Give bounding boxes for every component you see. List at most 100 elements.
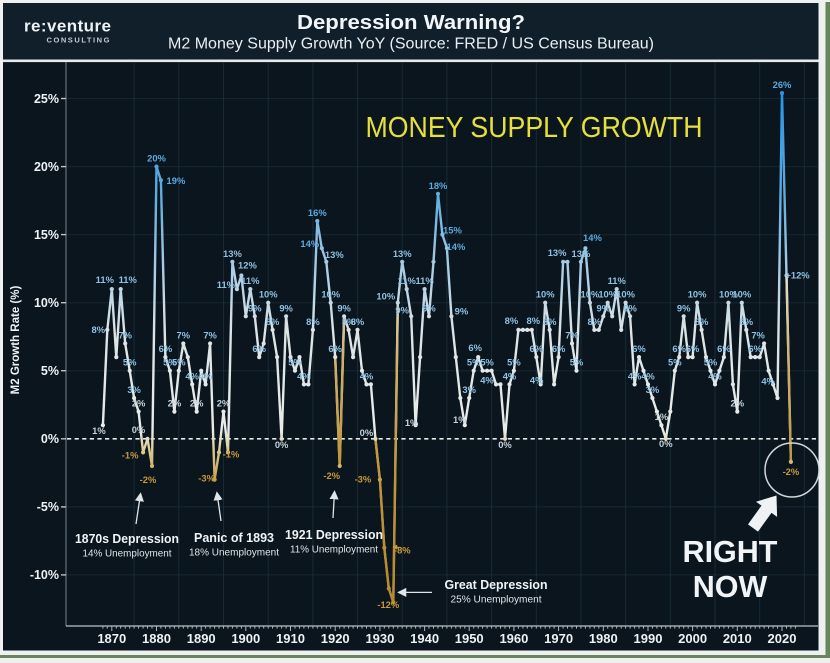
svg-text:11%: 11% xyxy=(96,274,115,285)
svg-text:4%: 4% xyxy=(360,370,374,381)
svg-text:2%: 2% xyxy=(190,398,204,409)
svg-text:9%: 9% xyxy=(455,305,469,316)
svg-text:6%: 6% xyxy=(468,342,482,353)
svg-text:11%: 11% xyxy=(241,275,260,286)
svg-text:1921 Depression: 1921 Depression xyxy=(285,528,383,542)
svg-text:8%: 8% xyxy=(695,316,709,327)
svg-text:5%: 5% xyxy=(467,357,481,368)
svg-text:13%: 13% xyxy=(393,248,412,259)
svg-text:6%: 6% xyxy=(159,343,173,354)
svg-text:5%: 5% xyxy=(668,357,682,368)
svg-text:4%: 4% xyxy=(503,370,517,381)
svg-text:2%: 2% xyxy=(132,398,146,409)
svg-text:10%: 10% xyxy=(616,289,635,300)
svg-text:7%: 7% xyxy=(751,330,765,341)
svg-text:9%: 9% xyxy=(597,302,611,313)
svg-text:9%: 9% xyxy=(422,302,436,313)
svg-text:-2%: -2% xyxy=(140,474,157,485)
svg-text:1870: 1870 xyxy=(97,631,126,646)
svg-text:10%: 10% xyxy=(321,289,340,300)
svg-text:20%: 20% xyxy=(34,160,59,174)
svg-text:9%: 9% xyxy=(337,302,351,313)
svg-text:1950: 1950 xyxy=(455,631,484,646)
svg-text:5%: 5% xyxy=(570,357,584,368)
svg-text:Panic of 1893: Panic of 1893 xyxy=(194,531,274,545)
svg-text:12%: 12% xyxy=(238,260,257,271)
svg-text:1900: 1900 xyxy=(231,631,260,646)
svg-text:0%: 0% xyxy=(275,439,289,450)
svg-text:1980: 1980 xyxy=(589,631,618,646)
svg-text:CONSULTING: CONSULTING xyxy=(47,36,111,45)
svg-text:1960: 1960 xyxy=(499,631,528,646)
svg-text:3%: 3% xyxy=(646,384,660,395)
svg-text:5%: 5% xyxy=(480,357,494,368)
svg-text:19%: 19% xyxy=(167,175,186,186)
svg-text:11%: 11% xyxy=(119,274,138,285)
svg-text:10%: 10% xyxy=(34,296,59,310)
svg-text:14%: 14% xyxy=(583,232,602,243)
svg-text:1%: 1% xyxy=(655,411,669,422)
svg-text:1880: 1880 xyxy=(142,631,171,646)
svg-text:11%: 11% xyxy=(608,275,627,286)
svg-text:4%: 4% xyxy=(297,370,311,381)
svg-text:7%: 7% xyxy=(177,330,191,341)
svg-text:7%: 7% xyxy=(118,330,132,341)
svg-text:M2 Growth Rate (%): M2 Growth Rate (%) xyxy=(10,286,22,395)
svg-text:18% Unemployment: 18% Unemployment xyxy=(189,547,279,559)
svg-text:-3%: -3% xyxy=(355,474,372,485)
svg-text:4%: 4% xyxy=(628,370,642,381)
svg-text:1920: 1920 xyxy=(321,631,350,646)
svg-text:1870s Depression: 1870s Depression xyxy=(75,532,179,546)
svg-text:9%: 9% xyxy=(279,302,293,313)
svg-text:8%: 8% xyxy=(351,316,365,327)
svg-text:5%: 5% xyxy=(41,364,59,378)
svg-text:13%: 13% xyxy=(223,248,242,259)
svg-text:2%: 2% xyxy=(217,398,231,409)
svg-text:26%: 26% xyxy=(773,79,792,90)
svg-text:8%: 8% xyxy=(527,315,541,326)
svg-text:10%: 10% xyxy=(581,289,600,300)
svg-text:-1%: -1% xyxy=(122,449,139,460)
svg-text:14% Unemployment: 14% Unemployment xyxy=(83,548,172,560)
svg-text:1990: 1990 xyxy=(634,631,663,646)
svg-text:2%: 2% xyxy=(168,398,182,409)
svg-text:25% Unemployment: 25% Unemployment xyxy=(451,594,542,606)
svg-text:6%: 6% xyxy=(328,343,342,354)
svg-text:4%: 4% xyxy=(708,370,722,381)
svg-text:MONEY SUPPLY GROWTH: MONEY SUPPLY GROWTH xyxy=(366,112,703,144)
svg-text:3%: 3% xyxy=(462,384,476,395)
svg-text:11% Unemployment: 11% Unemployment xyxy=(290,544,378,556)
svg-text:+12%: +12% xyxy=(785,270,810,281)
svg-text:16%: 16% xyxy=(308,207,327,218)
svg-text:9%: 9% xyxy=(677,302,691,313)
svg-text:6%: 6% xyxy=(252,343,266,354)
svg-text:5%: 5% xyxy=(288,357,302,368)
svg-text:2%: 2% xyxy=(731,398,745,409)
svg-text:11%: 11% xyxy=(217,279,236,290)
svg-text:7%: 7% xyxy=(565,330,579,341)
svg-text:1970: 1970 xyxy=(544,631,573,646)
svg-text:Great Depression: Great Depression xyxy=(445,578,548,592)
svg-text:1930: 1930 xyxy=(365,631,394,646)
svg-text:15%: 15% xyxy=(443,225,462,236)
svg-text:-5%: -5% xyxy=(37,500,59,514)
svg-text:8%: 8% xyxy=(92,324,106,335)
svg-text:RIGHT: RIGHT xyxy=(683,535,778,569)
svg-text:6%: 6% xyxy=(686,343,700,354)
svg-text:6%: 6% xyxy=(552,343,566,354)
svg-text:4%: 4% xyxy=(761,375,775,386)
svg-text:6%: 6% xyxy=(632,343,646,354)
svg-text:0%: 0% xyxy=(498,439,512,450)
svg-text:-12%: -12% xyxy=(377,599,400,610)
svg-text:8%: 8% xyxy=(588,316,602,327)
svg-text:1%: 1% xyxy=(453,414,467,425)
svg-text:20%: 20% xyxy=(147,153,166,164)
svg-text:8%: 8% xyxy=(543,316,557,327)
svg-text:13%: 13% xyxy=(572,248,591,259)
svg-text:7%: 7% xyxy=(203,330,217,341)
svg-text:9%: 9% xyxy=(248,302,262,313)
svg-text:5%: 5% xyxy=(123,357,137,368)
svg-text:6%: 6% xyxy=(717,343,731,354)
svg-text:8%: 8% xyxy=(306,316,320,327)
svg-text:0%: 0% xyxy=(41,432,59,446)
